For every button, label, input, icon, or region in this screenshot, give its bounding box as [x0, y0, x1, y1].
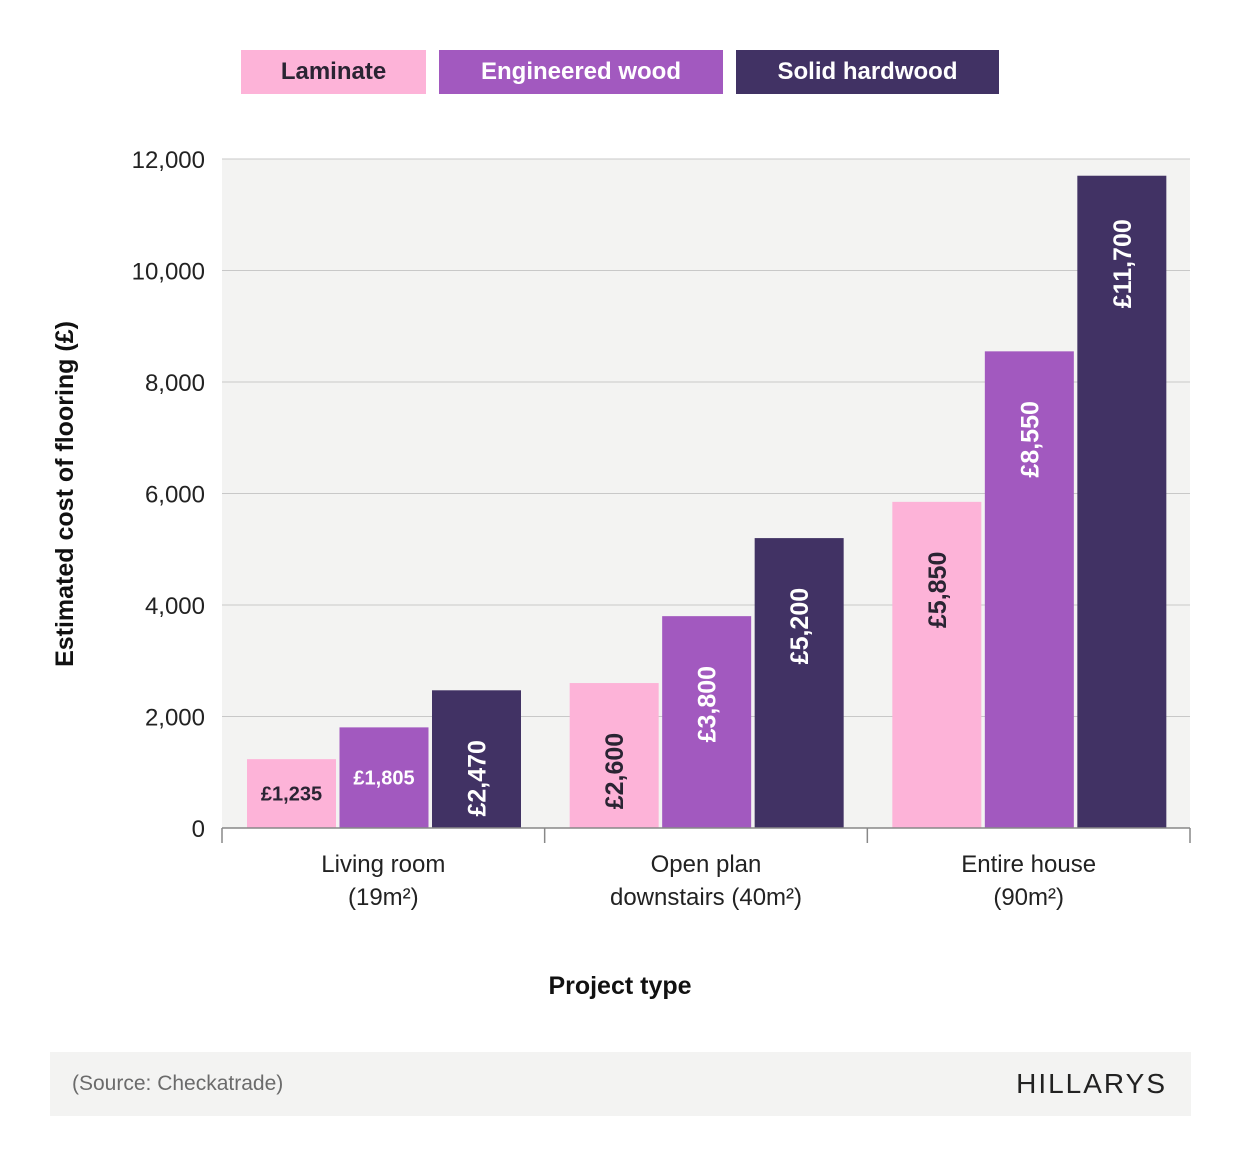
x-tick-label: Living room — [321, 851, 445, 878]
footer: (Source: Checkatrade) HILLARYS — [50, 1052, 1191, 1116]
x-tick-label: downstairs (40m²) — [610, 884, 802, 911]
legend-label: Laminate — [280, 58, 387, 85]
legend-label: Solid hardwood — [777, 58, 958, 85]
x-tick-label: Entire house — [961, 851, 1096, 878]
data-label: £5,850 — [924, 552, 952, 628]
y-tick-label: 2,000 — [145, 705, 205, 732]
data-label: £8,550 — [1016, 401, 1044, 477]
bar — [892, 501, 982, 828]
hillarys-logo: HILLARYS — [1016, 1068, 1167, 1099]
data-label: £3,800 — [694, 666, 722, 742]
y-tick-label: 12,000 — [132, 147, 205, 174]
data-label: £11,700 — [1109, 219, 1137, 308]
data-label: £1,235 — [261, 784, 322, 806]
legend-label: Engineered wood — [480, 58, 681, 85]
bar — [662, 616, 752, 828]
y-tick-label: 6,000 — [145, 482, 205, 509]
bar — [247, 759, 336, 828]
legend-solid-hardwood: Solid hardwood — [736, 50, 999, 94]
y-tick-label: 10,000 — [132, 259, 205, 286]
legend-laminate: Laminate — [241, 50, 426, 94]
legend-engineered-wood: Engineered wood — [439, 50, 723, 94]
y-tick-label: 0 — [192, 816, 205, 843]
bar — [339, 727, 429, 828]
bar-chart: £1,235 £1,805 £2,470 £2,600 £3,800 £5,200 £5,8… — [51, 147, 1191, 1000]
bar — [754, 538, 844, 828]
y-tick-label: 8,000 — [145, 370, 205, 397]
data-label: £5,200 — [786, 588, 814, 664]
x-axis-title: Project type — [548, 972, 691, 1000]
data-label: £2,470 — [464, 740, 492, 816]
y-tick-label: 4,000 — [145, 593, 205, 620]
bar — [984, 351, 1074, 828]
x-tick-label: (90m²) — [993, 884, 1064, 911]
data-label: £1,805 — [353, 768, 414, 790]
source-note: (Source: Checkatrade) — [72, 1072, 284, 1095]
data-label: £2,600 — [601, 733, 629, 809]
x-tick-label: (19m²) — [348, 884, 419, 911]
bar — [1077, 175, 1167, 829]
bar — [432, 690, 521, 828]
x-tick-label: Open plan — [651, 851, 762, 878]
y-axis-title: Estimated cost of flooring (£) — [51, 321, 79, 667]
bar — [569, 683, 659, 828]
